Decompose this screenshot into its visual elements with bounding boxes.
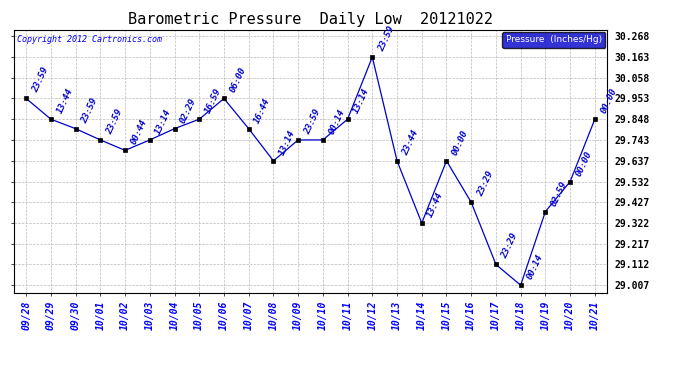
Title: Barometric Pressure  Daily Low  20121022: Barometric Pressure Daily Low 20121022 [128, 12, 493, 27]
Text: 23:29: 23:29 [500, 232, 520, 260]
Text: 00:00: 00:00 [451, 129, 470, 157]
Text: 13:14: 13:14 [154, 108, 173, 136]
Text: 13:14: 13:14 [352, 87, 371, 115]
Text: 23:29: 23:29 [475, 170, 495, 198]
Text: 13:44: 13:44 [55, 87, 75, 115]
Text: 16:59: 16:59 [204, 87, 223, 115]
Text: 23:59: 23:59 [377, 25, 396, 53]
Text: 13:14: 13:14 [277, 129, 297, 157]
Text: Copyright 2012 Cartronics.com: Copyright 2012 Cartronics.com [17, 35, 161, 44]
Text: 00:14: 00:14 [327, 108, 346, 136]
Text: 23:59: 23:59 [104, 108, 124, 136]
Text: 00:44: 00:44 [129, 118, 149, 146]
Text: 00:00: 00:00 [599, 87, 618, 115]
Text: 02:29: 02:29 [179, 96, 198, 124]
Text: 23:59: 23:59 [30, 66, 50, 94]
Legend: Pressure  (Inches/Hg): Pressure (Inches/Hg) [502, 32, 605, 48]
Text: 06:00: 06:00 [228, 66, 248, 94]
Text: 23:44: 23:44 [401, 129, 421, 157]
Text: 02:59: 02:59 [549, 179, 569, 207]
Text: 13:44: 13:44 [426, 191, 446, 219]
Text: 00:00: 00:00 [574, 149, 594, 177]
Text: 23:59: 23:59 [302, 108, 322, 136]
Text: 00:14: 00:14 [525, 253, 544, 281]
Text: 23:59: 23:59 [80, 96, 99, 124]
Text: 16:44: 16:44 [253, 96, 273, 124]
